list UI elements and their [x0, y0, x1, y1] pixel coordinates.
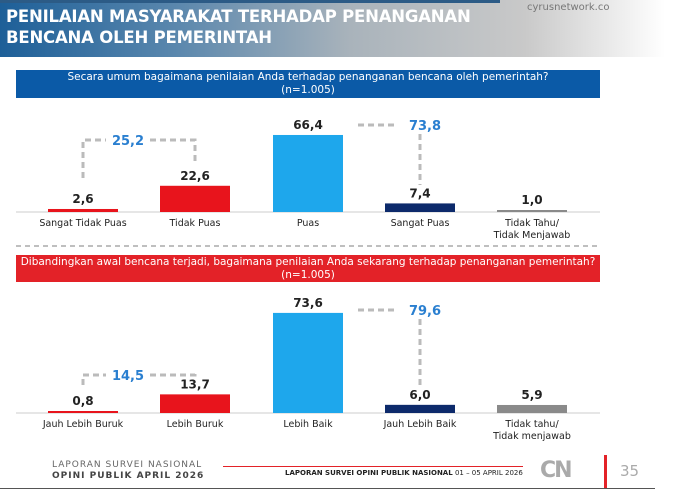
- category-label-2-5-cont: Tidak menjawab: [492, 431, 571, 442]
- bar-1-4: [385, 203, 455, 212]
- bar-2-3: [273, 312, 343, 413]
- cyrus-network-logo: CN: [540, 458, 573, 483]
- value-label-2-5: 5,9: [521, 388, 542, 402]
- category-label-1-5: Tidak Tahu/: [504, 218, 560, 229]
- question-1-text: Secara umum bagaimana penilaian Anda ter…: [67, 71, 549, 83]
- bar-2-1: [48, 411, 118, 413]
- question-2-box: Dibandingkan awal bencana terjadi, bagai…: [16, 255, 600, 282]
- value-label-2-3: 73,6: [293, 296, 323, 310]
- value-label-1-4: 7,4: [409, 186, 430, 200]
- footer-bottom-line: [0, 488, 655, 489]
- bar-2-5: [497, 404, 567, 413]
- category-label-2-1: Jauh Lebih Buruk: [42, 419, 124, 430]
- bar-1-1: [48, 208, 118, 212]
- footer-mid-text: LAPORAN SURVEI OPINI PUBLIK NASIONAL 01 …: [285, 469, 523, 477]
- title-line-2: BENCANA OLEH PEMERINTAH: [6, 28, 272, 47]
- category-label-1-5-cont: Tidak Menjawab: [493, 230, 571, 241]
- value-label-1-5: 1,0: [521, 193, 542, 207]
- combined-bracket-1-2: [358, 123, 422, 185]
- value-label-1-1: 2,6: [72, 192, 93, 206]
- category-label-1-3: Puas: [297, 218, 319, 229]
- value-label-1-2: 22,6: [180, 169, 210, 183]
- question-2-title: Dibandingkan awal bencana terjadi, bagai…: [20, 256, 596, 268]
- footer-mid-bold: LAPORAN SURVEI OPINI PUBLIK NASIONAL: [285, 469, 453, 477]
- footer-report-line1: LAPORAN SURVEI NASIONAL: [52, 460, 203, 470]
- category-label-2-3: Lebih Baik: [283, 419, 333, 430]
- bar-1-3: [273, 134, 343, 212]
- combined-label-1-2: 73,8: [409, 119, 441, 134]
- value-label-1-3: 66,4: [293, 118, 323, 132]
- value-label-2-4: 6,0: [409, 388, 430, 402]
- title-line-1: PENILAIAN MASYARAKAT TERHADAP PENANGANAN: [6, 7, 471, 26]
- bar-1-2: [160, 185, 230, 212]
- value-label-2-1: 0,8: [72, 394, 93, 408]
- question-1-n: (n=1.005): [281, 84, 335, 96]
- page-number: 35: [620, 462, 640, 480]
- header-topbar: [0, 0, 500, 3]
- footer-red-bar: [604, 455, 607, 489]
- combined-bracket-1-1: [81, 138, 197, 178]
- site-url: cyrusnetwork.co: [527, 2, 610, 13]
- category-label-1-1: Sangat Tidak Puas: [39, 218, 126, 229]
- combined-label-2-1: 14,5: [112, 369, 144, 384]
- question-2-n: (n=1.005): [281, 269, 335, 281]
- footer-mid-date: 01 – 05 APRIL 2026: [454, 469, 523, 477]
- footer-report-line2: OPINI PUBLIK APRIL 2026: [52, 471, 205, 481]
- question-2-text: Dibandingkan awal bencana terjadi, bagai…: [16, 256, 600, 282]
- value-label-2-2: 13,7: [180, 377, 210, 391]
- bar-1-5: [497, 210, 567, 212]
- question-1-box: Secara umum bagaimana penilaian Anda ter…: [16, 70, 600, 98]
- category-label-2-4: Jauh Lebih Baik: [383, 419, 457, 430]
- category-label-1-4: Sangat Puas: [391, 218, 450, 229]
- header-banner: PENILAIAN MASYARAKAT TERHADAP PENANGANAN…: [0, 0, 700, 57]
- combined-label-1-1: 25,2: [112, 134, 144, 149]
- combined-label-2-2: 79,6: [409, 304, 441, 319]
- category-label-2-5: Tidak tahu/: [504, 419, 559, 430]
- bar-2-2: [160, 394, 230, 413]
- combined-bracket-2-2: [358, 308, 422, 385]
- bar-2-4: [385, 404, 455, 413]
- footer-red-line: [223, 466, 523, 467]
- category-label-2-2: Lebih Buruk: [167, 419, 224, 430]
- combined-bracket-2-1: [81, 372, 197, 385]
- page-title: PENILAIAN MASYARAKAT TERHADAP PENANGANAN…: [6, 6, 471, 48]
- category-label-1-2: Tidak Puas: [169, 218, 221, 229]
